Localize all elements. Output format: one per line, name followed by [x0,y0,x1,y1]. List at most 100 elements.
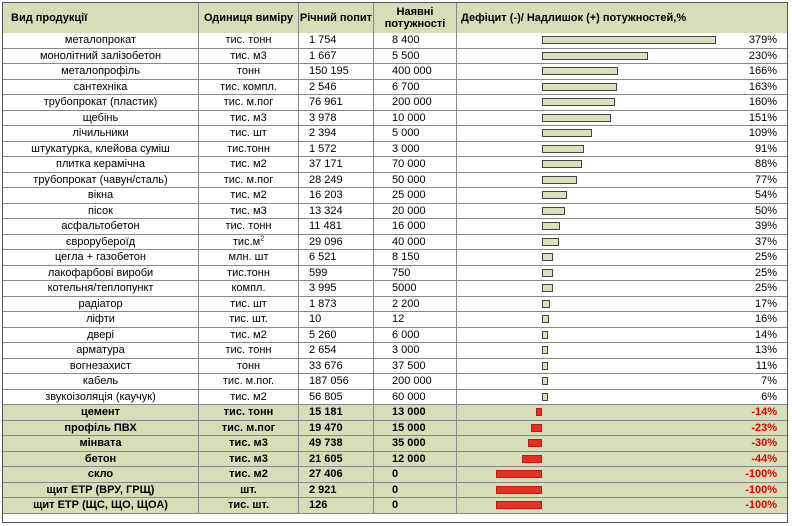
balance-label: -100% [745,468,777,480]
capacity-cell: 200 000 [374,95,457,110]
product-cell: вікна [3,188,199,203]
balance-cell: 50% [457,204,787,219]
unit-cell: тонн [199,64,299,79]
capacity-cell: 5 500 [374,48,457,63]
balance-cell: 25% [457,266,787,281]
product-cell: двері [3,327,199,342]
product-cell: арматура [3,343,199,358]
demand-cell: 16 203 [299,188,374,203]
balance-cell: 25% [457,281,787,296]
table-row: скло тис. м2 27 406 0 -100% [3,467,787,483]
balance-label: -23% [751,421,777,434]
deficit-bar [521,454,542,463]
balance-label: -14% [751,406,777,418]
demand-cell: 150 195 [299,64,374,79]
demand-cell: 15 181 [299,405,374,420]
balance-cell: 160% [457,95,787,110]
balance-cell: 163% [457,80,787,95]
capacity-cell: 16 000 [374,219,457,234]
unit-cell: тис. тонн [199,33,299,48]
balance-cell: -100% [457,483,787,498]
capacity-cell: 50 000 [374,172,457,187]
unit-cell: млн. шт [199,250,299,265]
product-cell: трубопрокат (чавун/сталь) [3,172,199,187]
table-row: металопрофіль тонн 150 195 400 000 166% [3,64,787,80]
table-row: штукатурка, клейова суміш тис.тонн 1 572 3 … [3,141,787,157]
balance-label: 166% [748,65,777,77]
balance-label: -100% [745,483,777,496]
balance-label: 25% [754,251,777,263]
demand-cell: 76 961 [299,95,374,110]
unit-cell: тис. тонн [199,343,299,358]
deficit-bar [496,501,542,509]
demand-cell: 2 546 [299,79,374,94]
table-row: двері тис. м2 5 260 6 000 14% [3,327,787,343]
demand-cell: 1 873 [299,296,374,311]
balance-label: 88% [754,158,777,170]
balance-label: 160% [748,96,777,108]
demand-cell: 28 249 [299,172,374,187]
product-cell: котельня/теплопункт [3,281,199,296]
balance-cell: 77% [457,173,787,188]
balance-label: 151% [748,111,777,124]
header-unit: Одиниця виміру [199,3,299,33]
unit-cell: тис. шт. [199,312,299,327]
product-cell: кабель [3,374,199,389]
unit-cell: шт. [199,482,299,497]
table-row: ліфти тис. шт. 10 12 16% [3,312,787,328]
capacity-cell: 2 200 [374,296,457,311]
surplus-bar [542,98,616,106]
demand-cell: 49 738 [299,436,374,451]
unit-cell: тис.м2 [199,234,299,249]
capacity-cell: 3 000 [374,141,457,156]
surplus-bar [542,51,648,60]
balance-label: 37% [754,235,777,248]
product-cell: лічильники [3,126,199,141]
surplus-bar [542,361,548,370]
capacity-cell: 200 000 [374,374,457,389]
balance-cell: 37% [457,235,787,250]
product-cell: цегла + газобетон [3,250,199,265]
balance-cell: 91% [457,142,787,157]
demand-cell: 1 754 [299,33,374,48]
demand-cell: 2 921 [299,482,374,497]
surplus-bar [542,222,560,230]
product-cell: щит ЕТР (ЩС, ЩО, ЩОА) [3,498,199,513]
capacity-cell: 12 000 [374,451,457,466]
table-row: кабель тис. м.пог. 187 056 200 000 7% [3,374,787,390]
balance-cell: -100% [457,498,787,513]
balance-cell: 16% [457,312,787,327]
capacity-cell: 400 000 [374,64,457,79]
product-cell: монолітний залізобетон [3,48,199,63]
capacity-cell: 60 000 [374,389,457,404]
table-row: асфальтобетон тис. тонн 11 481 16 000 39% [3,219,787,235]
table-row: металопрокат тис. тонн 1 754 8 400 379% [3,33,787,49]
balance-cell: 230% [457,49,787,64]
demand-cell: 5 260 [299,327,374,342]
capacity-cell: 3 000 [374,343,457,358]
deficit-bar [496,485,542,494]
surplus-bar [542,237,559,246]
surplus-bar [542,67,619,75]
table-row: плитка керамічна тис. м2 37 171 70 000 88% [3,157,787,173]
capacity-cell: 10 000 [374,110,457,125]
capacity-cell: 0 [374,467,457,482]
demand-cell: 126 [299,498,374,513]
product-cell: пісок [3,203,199,218]
product-cell: металопрофіль [3,64,199,79]
demand-cell: 21 605 [299,451,374,466]
unit-cell: тис. шт [199,126,299,141]
unit-cell: тис. м2 [199,467,299,482]
balance-label: 54% [754,189,777,201]
capacity-cell: 12 [374,312,457,327]
table-row: звукоізоляція (каучук) тис. м2 56 805 60 00… [3,389,787,405]
capacity-cell: 40 000 [374,234,457,249]
demand-cell: 187 056 [299,374,374,389]
header-capacity: Наявні потужності [374,3,457,33]
demand-cell: 3 995 [299,281,374,296]
demand-cell: 599 [299,265,374,280]
product-cell: бетон [3,451,199,466]
unit-cell: тонн [199,358,299,373]
product-cell: цемент [3,405,199,420]
unit-cell: тис. м3 [199,451,299,466]
